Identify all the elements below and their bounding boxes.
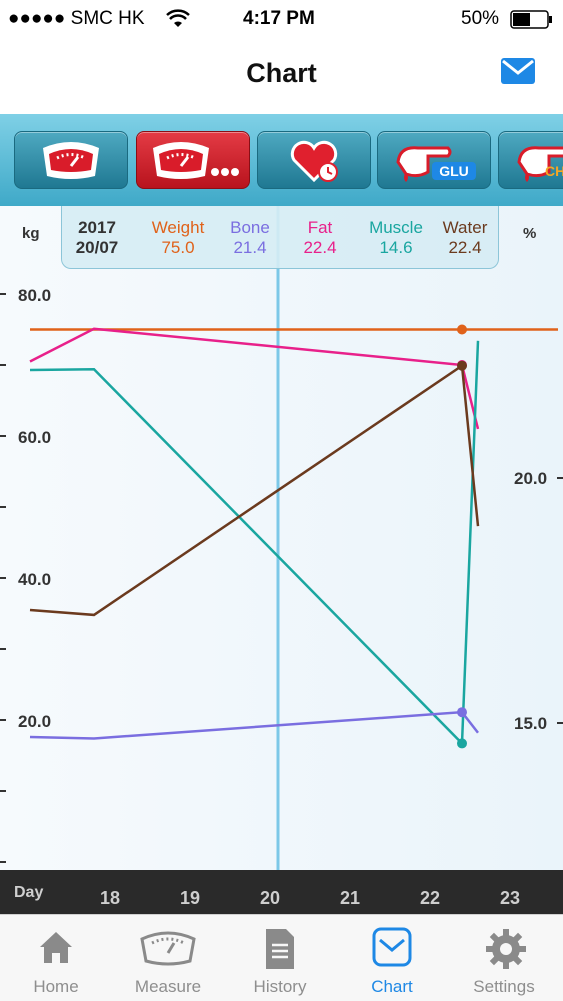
x-tick: 18 bbox=[100, 888, 121, 908]
mail-icon[interactable] bbox=[500, 57, 536, 85]
data-point-weight bbox=[457, 324, 467, 335]
tab-measure-label: Measure bbox=[134, 977, 202, 996]
data-point-muscle bbox=[457, 738, 467, 749]
cholesterol-icon: CH bbox=[517, 146, 563, 182]
gear-icon bbox=[486, 929, 526, 969]
data-point-bone bbox=[457, 707, 467, 718]
series-line-water bbox=[29, 363, 480, 617]
value-readout: 2017 20/07 Weight 75.0 Bone 21.4 Fat 22.… bbox=[61, 206, 499, 269]
legend-fat-name: Fat bbox=[307, 218, 333, 237]
chart-mail-icon bbox=[372, 927, 412, 967]
right-tick: 20.0 bbox=[514, 469, 548, 488]
legend-water-name: Water bbox=[442, 218, 488, 237]
bottom-tab-bar: Home Measure History Chart bbox=[0, 914, 563, 1001]
tab-blood-pressure[interactable] bbox=[257, 131, 371, 189]
x-tick: 20 bbox=[260, 888, 281, 908]
series-line-fat bbox=[29, 327, 480, 430]
left-tick: 40.0 bbox=[18, 570, 52, 589]
legend-muscle-name: Muscle bbox=[369, 218, 423, 237]
tab-settings-label: Settings bbox=[473, 977, 535, 996]
glucose-label: GLU bbox=[439, 163, 469, 179]
carrier-label: ●●●●● SMC HK bbox=[8, 8, 145, 29]
left-tick: 80.0 bbox=[18, 286, 52, 305]
x-axis-title: Day bbox=[14, 884, 44, 901]
clock: 4:17 PM bbox=[243, 8, 315, 29]
left-axis-unit: kg bbox=[22, 225, 40, 242]
home-icon bbox=[40, 932, 72, 963]
tab-history[interactable]: History bbox=[224, 915, 336, 1001]
readout-year: 2017 bbox=[78, 218, 116, 237]
scale-icon bbox=[140, 931, 196, 966]
tab-measure[interactable]: Measure bbox=[112, 915, 224, 1001]
battery-icon bbox=[510, 10, 552, 29]
legend-fat-value: 22.4 bbox=[303, 238, 337, 257]
tab-chart[interactable]: Chart bbox=[336, 915, 448, 1001]
legend-water-value: 22.4 bbox=[448, 238, 482, 257]
battery-percent: 50% bbox=[461, 8, 500, 29]
x-tick: 22 bbox=[420, 888, 441, 908]
readout-date: 20/07 bbox=[75, 238, 119, 257]
tab-cholesterol[interactable]: CH bbox=[498, 131, 563, 189]
right-axis-unit: % bbox=[523, 225, 537, 242]
body-composition-scale-icon bbox=[153, 142, 239, 179]
blood-pressure-heart-icon bbox=[290, 140, 338, 183]
x-tick: 23 bbox=[500, 888, 521, 908]
line-chart[interactable] bbox=[0, 206, 563, 870]
right-tick: 15.0 bbox=[514, 714, 548, 733]
scale-icon bbox=[43, 142, 99, 179]
tab-glucose[interactable]: GLU bbox=[377, 131, 491, 189]
series-line-bone bbox=[29, 710, 479, 740]
left-tick: 60.0 bbox=[18, 428, 52, 447]
chart-area[interactable] bbox=[0, 206, 563, 870]
status-bar: ●●●●● SMC HK 4:17 PM 50% bbox=[0, 0, 563, 40]
tab-chart-label: Chart bbox=[371, 977, 413, 996]
series-line-muscle bbox=[29, 340, 480, 747]
x-axis-bar: Day 18 19 20 21 22 23 bbox=[0, 870, 563, 914]
data-point-water bbox=[457, 360, 467, 371]
tab-scale[interactable] bbox=[14, 131, 128, 189]
legend-muscle-value: 14.6 bbox=[379, 238, 413, 257]
legend-weight-value: 75.0 bbox=[161, 238, 195, 257]
legend-weight-name: Weight bbox=[151, 218, 205, 237]
wifi-icon bbox=[166, 9, 190, 27]
navigation-bar: Chart bbox=[0, 40, 563, 115]
tab-home-label: Home bbox=[33, 977, 79, 996]
x-tick: 19 bbox=[180, 888, 201, 908]
legend-bone-value: 21.4 bbox=[233, 238, 267, 257]
tab-home[interactable]: Home bbox=[0, 915, 112, 1001]
legend-bone-name: Bone bbox=[230, 218, 270, 237]
document-icon bbox=[266, 929, 294, 969]
page-title: Chart bbox=[246, 58, 317, 88]
left-tick: 20.0 bbox=[18, 712, 52, 731]
cholesterol-label: CH bbox=[545, 163, 563, 179]
tab-settings[interactable]: Settings bbox=[448, 915, 560, 1001]
device-tabs: GLU CH bbox=[0, 114, 563, 206]
glucose-icon: GLU bbox=[396, 146, 476, 182]
tab-body-composition[interactable] bbox=[136, 131, 250, 189]
tab-history-label: History bbox=[253, 977, 307, 996]
x-tick: 21 bbox=[340, 888, 361, 908]
